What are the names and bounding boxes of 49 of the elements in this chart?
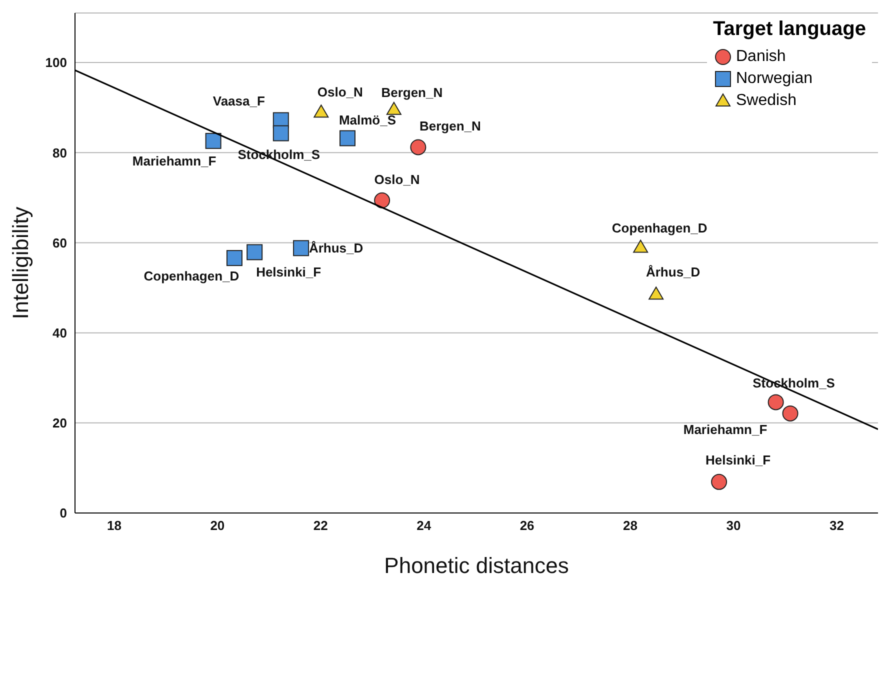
point <box>410 139 426 156</box>
y-axis-title: Intelligibility <box>8 206 33 320</box>
x-tick-label: 28 <box>623 518 638 534</box>
y-tick-label: 80 <box>52 145 67 160</box>
point <box>339 130 356 146</box>
point <box>386 102 402 115</box>
annotation: Malmö_S <box>338 112 396 128</box>
legend-label: Swedish <box>736 92 796 110</box>
annotation: Mariehamn_F <box>683 422 768 437</box>
annotation: Helsinki_F <box>706 452 771 468</box>
y-tick-label: 60 <box>52 235 67 250</box>
legend-label: Danish <box>736 48 786 66</box>
annotation: Århus_D <box>646 264 700 280</box>
annotation: Copenhagen_D <box>612 220 708 236</box>
annotation: Bergen_N <box>381 84 443 100</box>
x-axis-title: Phonetic distances <box>384 553 569 578</box>
point <box>374 192 390 208</box>
legend-label: Norwegian <box>736 70 812 88</box>
point <box>246 244 263 260</box>
point <box>205 132 222 149</box>
point <box>633 240 648 253</box>
y-tick-label: 20 <box>52 416 67 431</box>
y-tick-label: 0 <box>60 506 67 521</box>
annotation: Bergen_N <box>419 118 481 134</box>
annotation: Oslo_N <box>374 172 420 187</box>
point <box>293 240 310 256</box>
x-tick-label: 32 <box>829 518 844 534</box>
x-tick-label: 30 <box>726 518 741 534</box>
annotation: Århus_D <box>308 240 364 256</box>
annotation: Helsinki_F <box>256 264 322 280</box>
point <box>272 125 289 142</box>
x-tick-label: 18 <box>106 518 122 534</box>
point <box>648 286 664 300</box>
point <box>768 394 784 410</box>
annotation: Mariehamn_F <box>132 153 216 168</box>
annotation: Vaasa_F <box>212 94 265 109</box>
annotation: Oslo_N <box>317 84 363 100</box>
x-tick-label: 22 <box>313 518 328 534</box>
point <box>711 474 728 490</box>
point <box>782 405 798 422</box>
point <box>314 104 329 118</box>
point <box>226 250 242 266</box>
x-tick-label: 20 <box>210 518 225 534</box>
legend-title: Target language <box>713 18 866 40</box>
y-tick-label: 40 <box>52 325 67 340</box>
x-tick-label: 26 <box>520 518 534 534</box>
y-tick-label: 100 <box>45 55 67 70</box>
x-tick-label: 24 <box>416 518 432 534</box>
annotation: Copenhagen_D <box>144 268 240 284</box>
